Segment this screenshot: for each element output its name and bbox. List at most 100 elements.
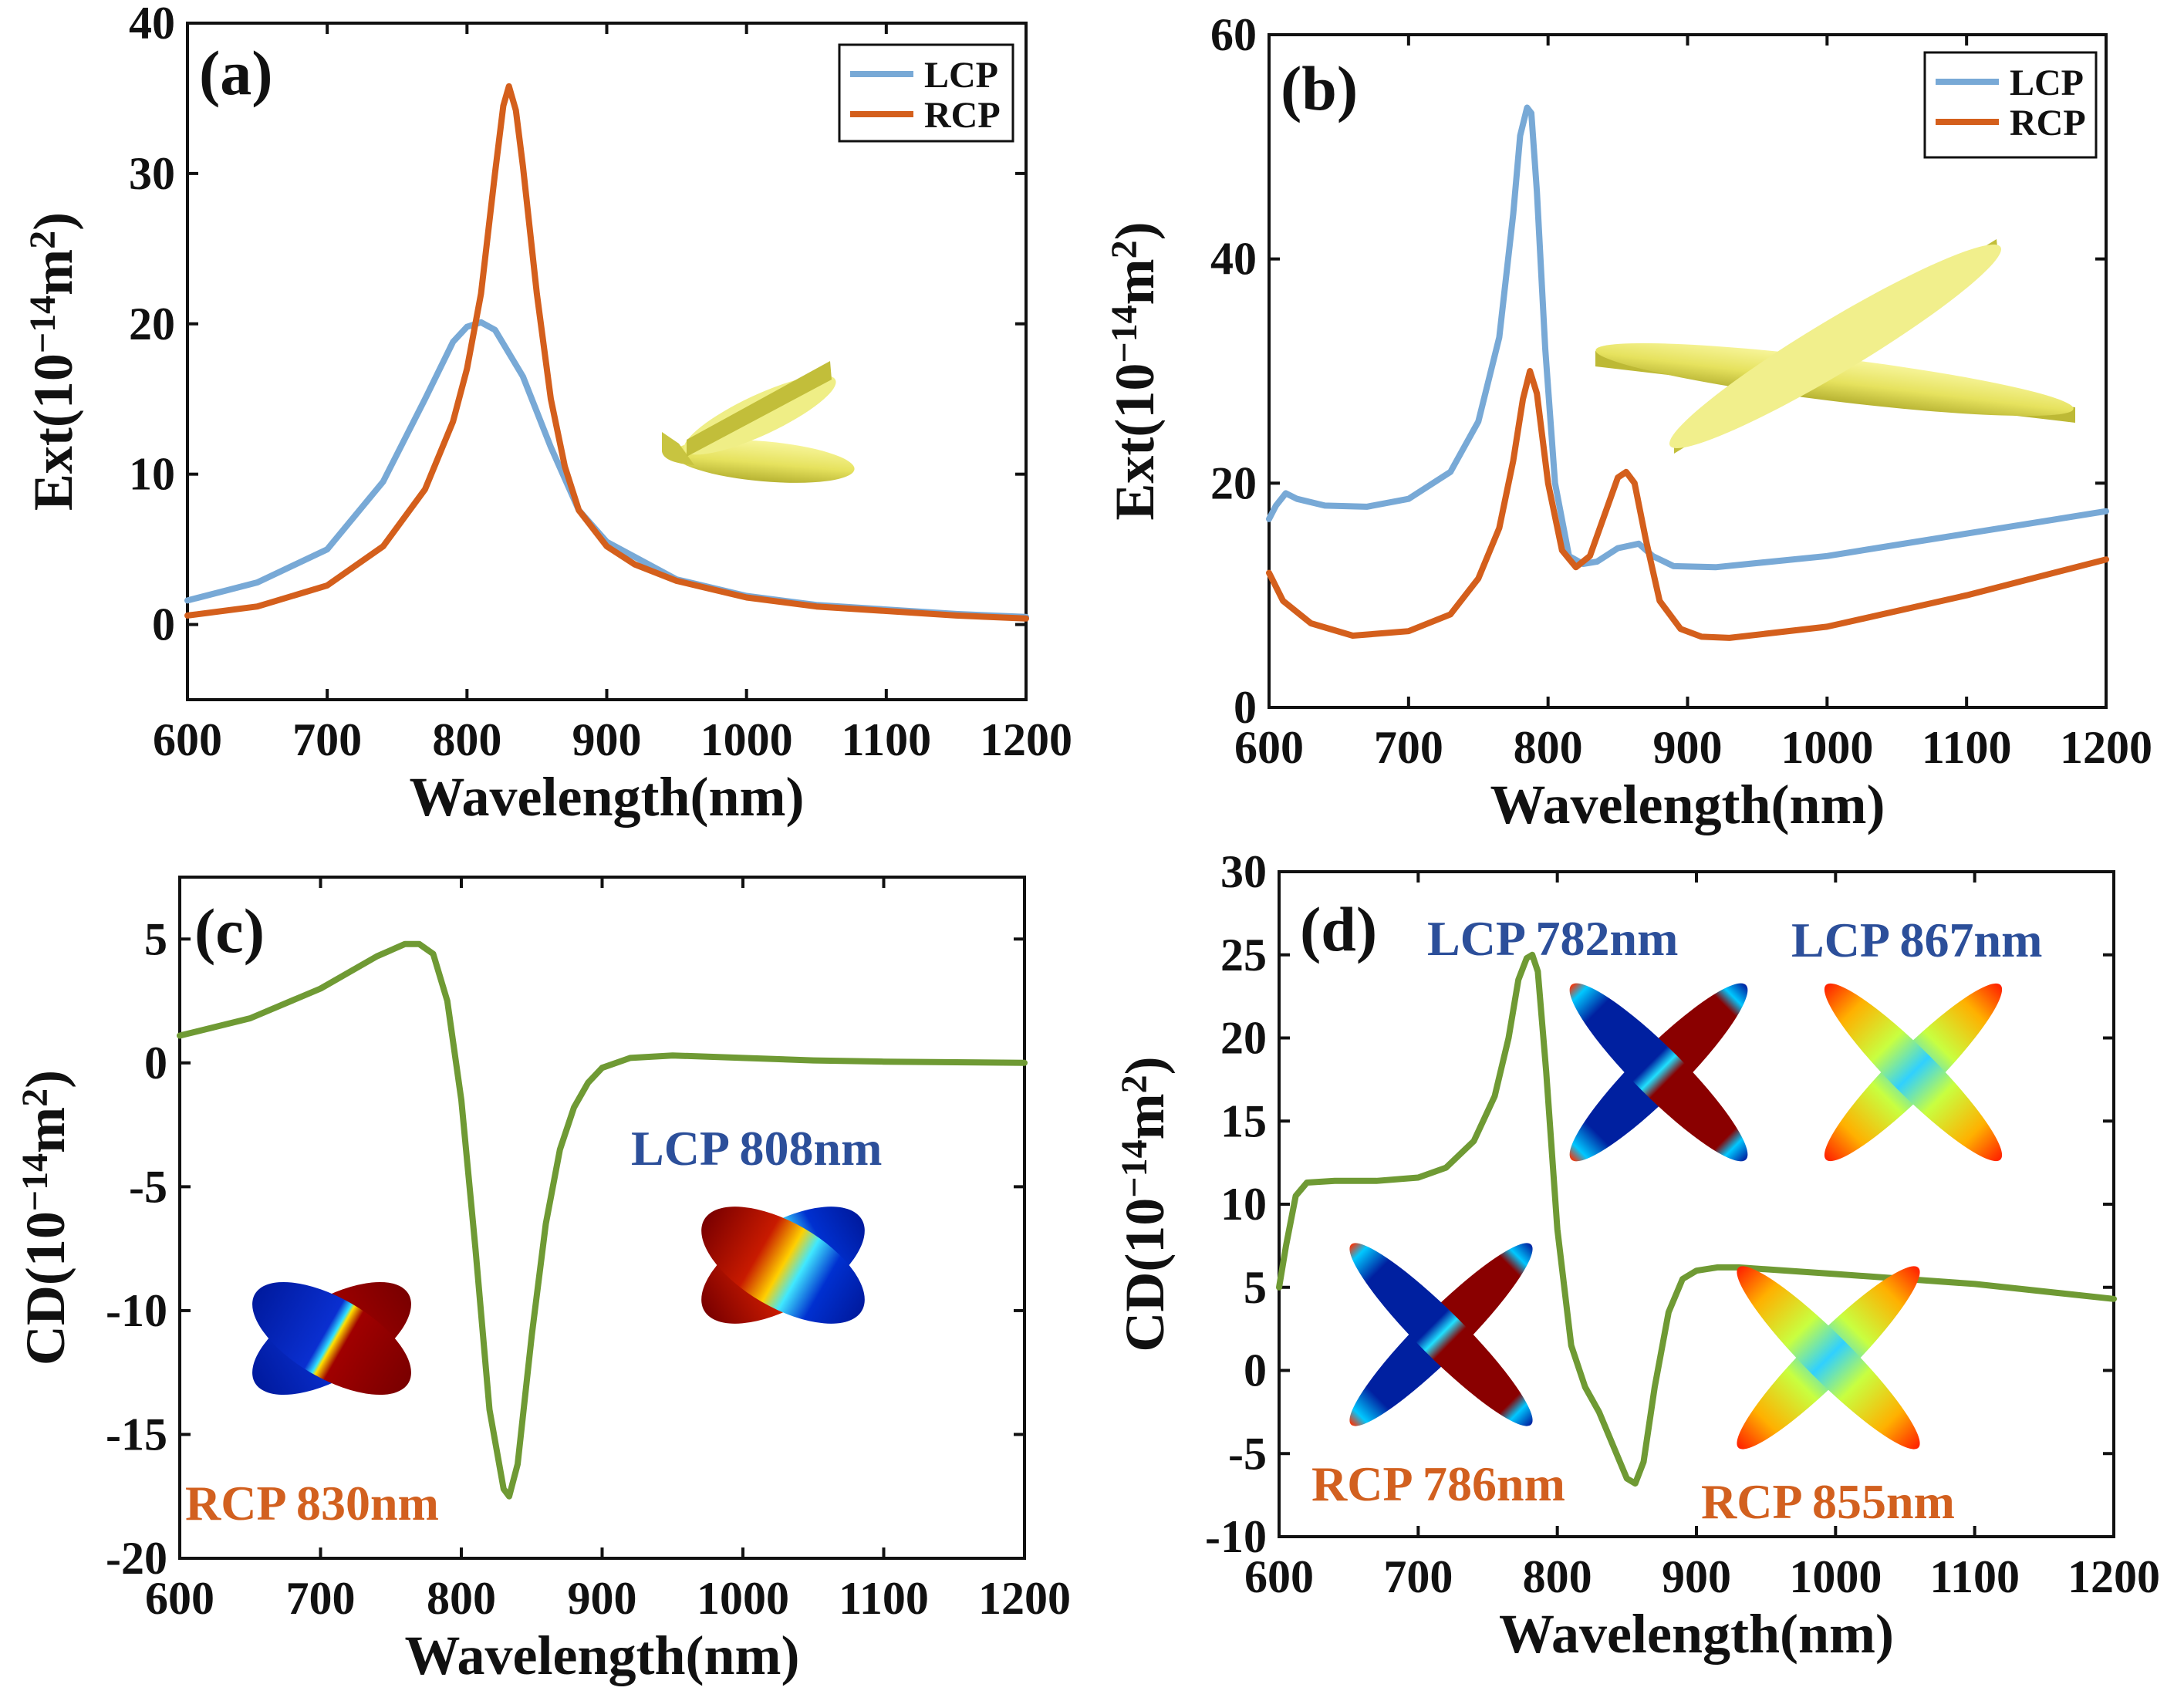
x-tick-label: 1000 xyxy=(1789,1551,1882,1602)
y-tick-label: 30 xyxy=(1220,846,1267,897)
y-tick-label: 0 xyxy=(144,1038,167,1088)
x-tick-label: 900 xyxy=(572,714,642,765)
legend-label-rcp: RCP xyxy=(924,95,1001,136)
x-tick-label: 1100 xyxy=(1929,1551,2020,1602)
y-tick-label: 0 xyxy=(152,599,175,650)
x-tick-label: 800 xyxy=(427,1573,496,1624)
y-axis-label-part: Ext(10 xyxy=(22,353,84,511)
panel-label: (d) xyxy=(1300,894,1377,964)
y-axis-label-part: m xyxy=(1114,1093,1176,1139)
y-tick-label: 5 xyxy=(1244,1262,1267,1313)
series-line-cd xyxy=(1276,951,2117,1487)
panel-label: (a) xyxy=(199,38,273,108)
x-tick-label: 700 xyxy=(286,1573,356,1624)
y-tick-label: 60 xyxy=(1210,9,1257,60)
x-tick-label: 1000 xyxy=(697,1573,789,1624)
y-axis-label-part: CD(10 xyxy=(15,1211,76,1365)
series-line-rcp xyxy=(1266,368,2109,641)
y-axis-label-part: ) xyxy=(15,1070,76,1088)
y-tick-label: 40 xyxy=(1210,234,1257,285)
y-axis-label-superscript: 2 xyxy=(22,231,63,249)
panel-label: (b) xyxy=(1281,53,1358,123)
annotation-lcp: LCP 808nm xyxy=(631,1121,882,1176)
y-axis-label-part: ) xyxy=(1114,1056,1176,1075)
x-axis-label: Wavelength(nm) xyxy=(1499,1603,1894,1665)
x-tick-label: 900 xyxy=(568,1573,637,1624)
field-map-d-lcp782 xyxy=(1569,983,1748,1162)
chart-panel-c: 600 700 800 900 1000 1100 1200 5 0 -5 -10 -15 -20 Wav… xyxy=(15,876,1071,1686)
chart-panel-d: 600 700 800 900 1000 1100 1200 30 25 20 15 10 5 0 -5 -1… xyxy=(1114,846,2160,1665)
y-axis-label: Ext(10−14m2) xyxy=(22,212,84,511)
y-tick-label: -10 xyxy=(106,1285,167,1336)
x-tick-label: 1100 xyxy=(841,714,931,765)
y-axis-label-part: ) xyxy=(1104,221,1166,240)
y-axis-label-superscript: −14 xyxy=(1114,1139,1155,1197)
chart-panel-b: 600 700 800 900 1000 1100 1200 0 20 40 60 Wavelengt… xyxy=(1104,9,2152,835)
y-axis-label-superscript: −14 xyxy=(15,1153,56,1211)
annotation-rcp: RCP 830nm xyxy=(185,1476,439,1531)
y-tick-label: -15 xyxy=(106,1409,167,1460)
x-tick-label: 700 xyxy=(1374,722,1443,773)
field-map-c-rcp830 xyxy=(252,1281,411,1396)
plot-frame xyxy=(1278,870,2115,1538)
x-tick-label: 600 xyxy=(1244,1551,1314,1602)
x-tick-label: 800 xyxy=(1514,722,1583,773)
y-axis-label-superscript: 2 xyxy=(1104,240,1145,258)
y-axis-label-superscript: 2 xyxy=(1114,1075,1155,1093)
y-tick-label: 0 xyxy=(1234,682,1257,733)
legend-label-lcp: LCP xyxy=(924,55,998,96)
y-axis-label-superscript: −14 xyxy=(22,295,63,353)
y-tick-label: 20 xyxy=(1210,457,1257,508)
x-tick-label: 1200 xyxy=(2060,722,2152,773)
annotation-lcp: LCP 867nm xyxy=(1791,913,2042,967)
x-tick-label: 600 xyxy=(153,714,222,765)
y-tick-label: 10 xyxy=(1220,1179,1267,1230)
y-tick-label: 5 xyxy=(144,913,167,964)
x-tick-label: 700 xyxy=(1383,1551,1453,1602)
y-tick-label: -10 xyxy=(1205,1511,1267,1562)
y-tick-label: -20 xyxy=(106,1533,167,1584)
y-axis-label-part: m xyxy=(15,1107,76,1153)
x-axis-label: Wavelength(nm) xyxy=(410,766,805,828)
legend-box xyxy=(838,43,1014,143)
legend-label-rcp: RCP xyxy=(2010,103,2086,143)
y-axis-label: Ext(10−14m2) xyxy=(1104,221,1166,520)
legend-box xyxy=(1923,51,2098,159)
y-tick-label: 10 xyxy=(129,449,175,500)
x-tick-label: 800 xyxy=(1523,1551,1592,1602)
panel-label: (c) xyxy=(194,896,265,966)
y-tick-label: -5 xyxy=(1228,1428,1267,1479)
annotation-lcp: LCP 782nm xyxy=(1427,911,1678,966)
y-tick-label: 0 xyxy=(1244,1345,1267,1396)
legend-label-lcp: LCP xyxy=(2010,62,2084,103)
series-line-lcp xyxy=(184,319,1029,620)
y-axis-label-superscript: −14 xyxy=(1104,305,1145,363)
x-axis-label: Wavelength(nm) xyxy=(1490,774,1885,835)
field-map-d-rcp786 xyxy=(1349,1243,1533,1426)
plot-frame xyxy=(178,876,1026,1560)
series-line-lcp xyxy=(1266,104,2109,571)
y-tick-label: 15 xyxy=(1220,1095,1267,1146)
y-axis-label-part: m xyxy=(22,249,84,295)
y-tick-label: 30 xyxy=(129,148,175,199)
annotation-rcp: RCP 855nm xyxy=(1701,1474,1955,1529)
x-tick-label: 1100 xyxy=(839,1573,929,1624)
y-axis-label-part: CD(10 xyxy=(1114,1198,1176,1352)
y-tick-label: 25 xyxy=(1220,930,1267,980)
y-tick-label: 20 xyxy=(1220,1013,1267,1064)
nanorod-inset-b xyxy=(1595,239,2075,454)
y-axis-label: CD(10−14m2) xyxy=(1114,1056,1176,1352)
field-map-d-rcp855 xyxy=(1737,1266,1920,1450)
x-tick-label: 1100 xyxy=(1922,722,2012,773)
y-axis-label: CD(10−14m2) xyxy=(15,1070,76,1365)
nanorod-inset-a xyxy=(662,361,855,483)
y-axis-label-part: Ext(10 xyxy=(1104,363,1166,521)
field-map-d-lcp867 xyxy=(1824,983,2003,1162)
x-tick-label: 1200 xyxy=(980,714,1072,765)
x-tick-label: 700 xyxy=(292,714,362,765)
x-tick-label: 1000 xyxy=(1781,722,1873,773)
x-tick-label: 1000 xyxy=(700,714,793,765)
